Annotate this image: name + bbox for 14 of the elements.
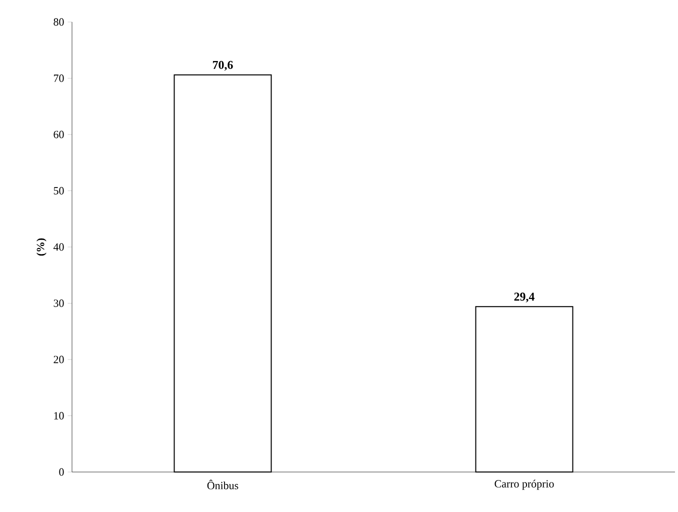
- y-tick-label: 70: [54, 74, 64, 82]
- y-tick-label: 60: [54, 130, 64, 138]
- y-tick-label: 80: [54, 18, 64, 26]
- y-tick-label: 0: [59, 468, 64, 476]
- y-tick-label: 30: [54, 300, 64, 307]
- data-label: 70,6: [212, 60, 233, 71]
- y-tick-label: 50: [54, 187, 64, 194]
- x-tick-label: Ônibus: [207, 480, 238, 490]
- y-tick-label: 20: [54, 356, 64, 364]
- y-tick-label: 10: [54, 412, 64, 420]
- x-tick-label: Carro próprio: [494, 480, 554, 490]
- data-label: 29,4: [514, 292, 534, 302]
- y-axis-title: (%): [36, 238, 46, 256]
- y-tick-label: 40: [53, 243, 64, 251]
